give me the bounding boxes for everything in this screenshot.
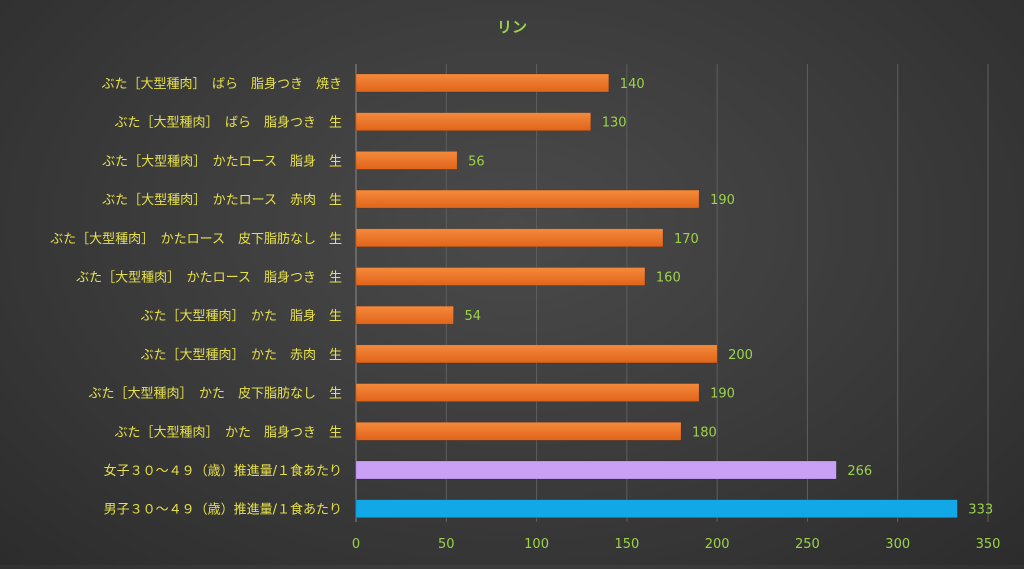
data-label: 56: [468, 154, 485, 169]
bar: [355, 422, 682, 441]
category-label: ぶた［大型種肉］ かた 赤肉 生: [140, 347, 342, 363]
bar: [355, 344, 718, 364]
data-label: 266: [847, 464, 872, 479]
data-label: 333: [968, 503, 993, 518]
data-label: 160: [656, 271, 681, 286]
data-label: 200: [728, 348, 753, 363]
category-label: ぶた［大型種肉］ かたロース 皮下脂肪なし 生: [50, 231, 342, 247]
bar: [355, 267, 646, 286]
category-label: ぶた［大型種肉］ かた 皮下脂肪なし 生: [88, 386, 342, 402]
labels: 0 50 100 150 200 250 300 350 ぶた［大型種肉］ ばら 脂身つき 焼き…: [50, 76, 1000, 552]
category-label: 男子３０～４９（歳）推進量/１食あたり: [104, 502, 342, 518]
x-tick-label: 200: [705, 537, 730, 552]
bar: [355, 189, 700, 209]
bar: [355, 151, 458, 170]
data-label: 190: [710, 387, 735, 402]
category-label: ぶた［大型種肉］ かた 脂身 生: [140, 308, 342, 324]
data-label: 140: [620, 77, 645, 92]
x-tick-label: 50: [438, 537, 455, 552]
data-label: 54: [465, 309, 482, 324]
x-tick-label: 150: [614, 537, 639, 552]
category-label: ぶた［大型種肉］ かたロース 脂身つき 生: [76, 270, 342, 286]
data-label: 180: [692, 425, 717, 440]
bar: [355, 383, 700, 402]
data-label: 130: [602, 116, 627, 131]
x-tick-label: 0: [352, 537, 360, 552]
chart-title: リン: [497, 18, 527, 36]
bars: [355, 73, 958, 518]
bar: [355, 112, 591, 131]
bar: [355, 73, 610, 93]
x-tick-label: 350: [976, 537, 1001, 552]
bar: [355, 305, 454, 325]
gridlines: [355, 64, 989, 522]
bar: [355, 499, 958, 518]
x-tick-label: 250: [795, 537, 820, 552]
category-label: 女子３０～４９（歳）推進量/１食あたり: [104, 463, 342, 479]
category-label: ぶた［大型種肉］ ばら 脂身つき 生: [114, 115, 342, 131]
x-tick-label: 100: [524, 537, 549, 552]
category-label: ぶた［大型種肉］ かたロース 脂身 生: [102, 153, 342, 169]
data-label: 190: [710, 193, 735, 208]
bar: [355, 460, 837, 480]
data-label: 170: [674, 232, 699, 247]
category-label: ぶた［大型種肉］ ばら 脂身つき 焼き: [101, 76, 342, 92]
category-label: ぶた［大型種肉］ かたロース 赤肉 生: [102, 192, 342, 208]
x-tick-label: 300: [885, 537, 910, 552]
category-label: ぶた［大型種肉］ かた 脂身つき 生: [114, 424, 342, 440]
bar: [355, 228, 664, 248]
